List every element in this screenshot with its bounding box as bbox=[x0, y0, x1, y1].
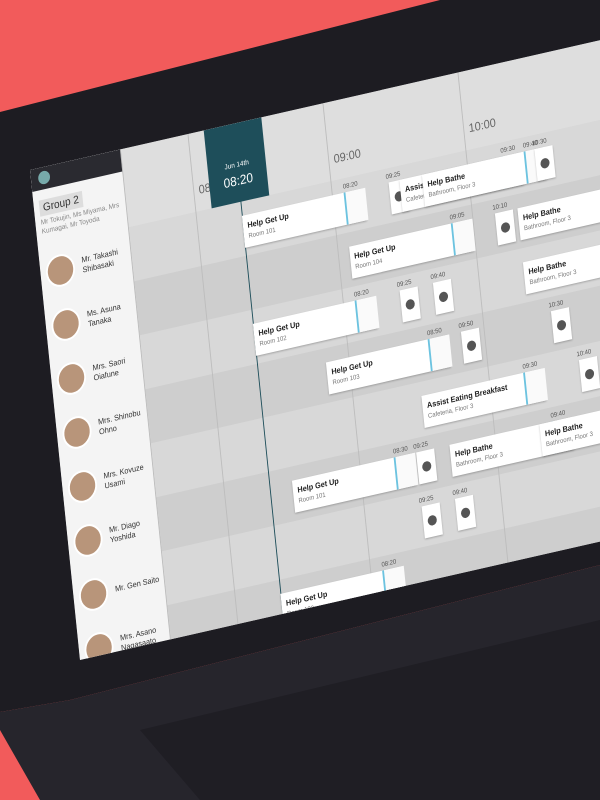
task-icon bbox=[556, 319, 567, 332]
resident-name: Mr. Gen Saito bbox=[114, 574, 160, 594]
task-icon bbox=[404, 298, 415, 311]
task-icon bbox=[438, 290, 449, 303]
task-icon bbox=[584, 368, 595, 381]
task-icon-box bbox=[354, 295, 380, 333]
task-icon bbox=[540, 157, 551, 170]
task-card[interactable] bbox=[578, 356, 600, 393]
task-title: Help Get Up bbox=[297, 476, 340, 495]
avatar bbox=[55, 359, 88, 398]
resident-name: Mrs. Shinobu Ohno bbox=[97, 407, 141, 437]
task-title: Help Get Up bbox=[258, 319, 301, 338]
now-marker: Jun 14th 08:20 bbox=[203, 117, 270, 209]
task-title: Help Get Up bbox=[246, 211, 290, 230]
task-icon bbox=[460, 506, 471, 519]
resident-name: Ms. Asuna Tanaka bbox=[86, 301, 122, 329]
task-card[interactable] bbox=[421, 502, 443, 539]
task-icon-box bbox=[427, 334, 453, 372]
task-icon bbox=[426, 514, 437, 527]
avatar bbox=[49, 305, 83, 344]
task-icon-box bbox=[450, 218, 476, 256]
task-card[interactable] bbox=[550, 307, 573, 344]
avatar bbox=[77, 575, 110, 614]
task-card[interactable] bbox=[534, 145, 556, 182]
task-card[interactable] bbox=[494, 209, 517, 246]
task-card[interactable] bbox=[399, 286, 421, 323]
avatar bbox=[72, 521, 105, 560]
task-icon-box bbox=[343, 187, 369, 225]
resident-name: Mrs. Saori Oiafune bbox=[92, 356, 126, 383]
keyboard bbox=[140, 620, 600, 800]
task-card[interactable] bbox=[415, 448, 437, 485]
resident-name: Mr. Diago Yoshida bbox=[108, 518, 141, 545]
avatar bbox=[61, 413, 94, 452]
task-card[interactable] bbox=[454, 494, 477, 531]
resident-name: Mrs. Kovuze Usami bbox=[103, 462, 145, 491]
task-icon-box bbox=[393, 452, 419, 490]
task-icon bbox=[466, 339, 477, 352]
task-icon bbox=[500, 221, 511, 234]
resident-name: Mr. Takashi Shibasaki bbox=[81, 247, 119, 275]
task-title: Help Get Up bbox=[331, 358, 374, 377]
task-icon bbox=[421, 460, 432, 473]
avatar bbox=[66, 467, 99, 506]
user-icon bbox=[37, 169, 51, 186]
task-icon-box bbox=[523, 367, 548, 405]
task-title: Help Get Up bbox=[353, 242, 396, 261]
avatar bbox=[44, 251, 77, 290]
task-card[interactable] bbox=[432, 278, 455, 315]
task-card[interactable] bbox=[460, 327, 483, 364]
